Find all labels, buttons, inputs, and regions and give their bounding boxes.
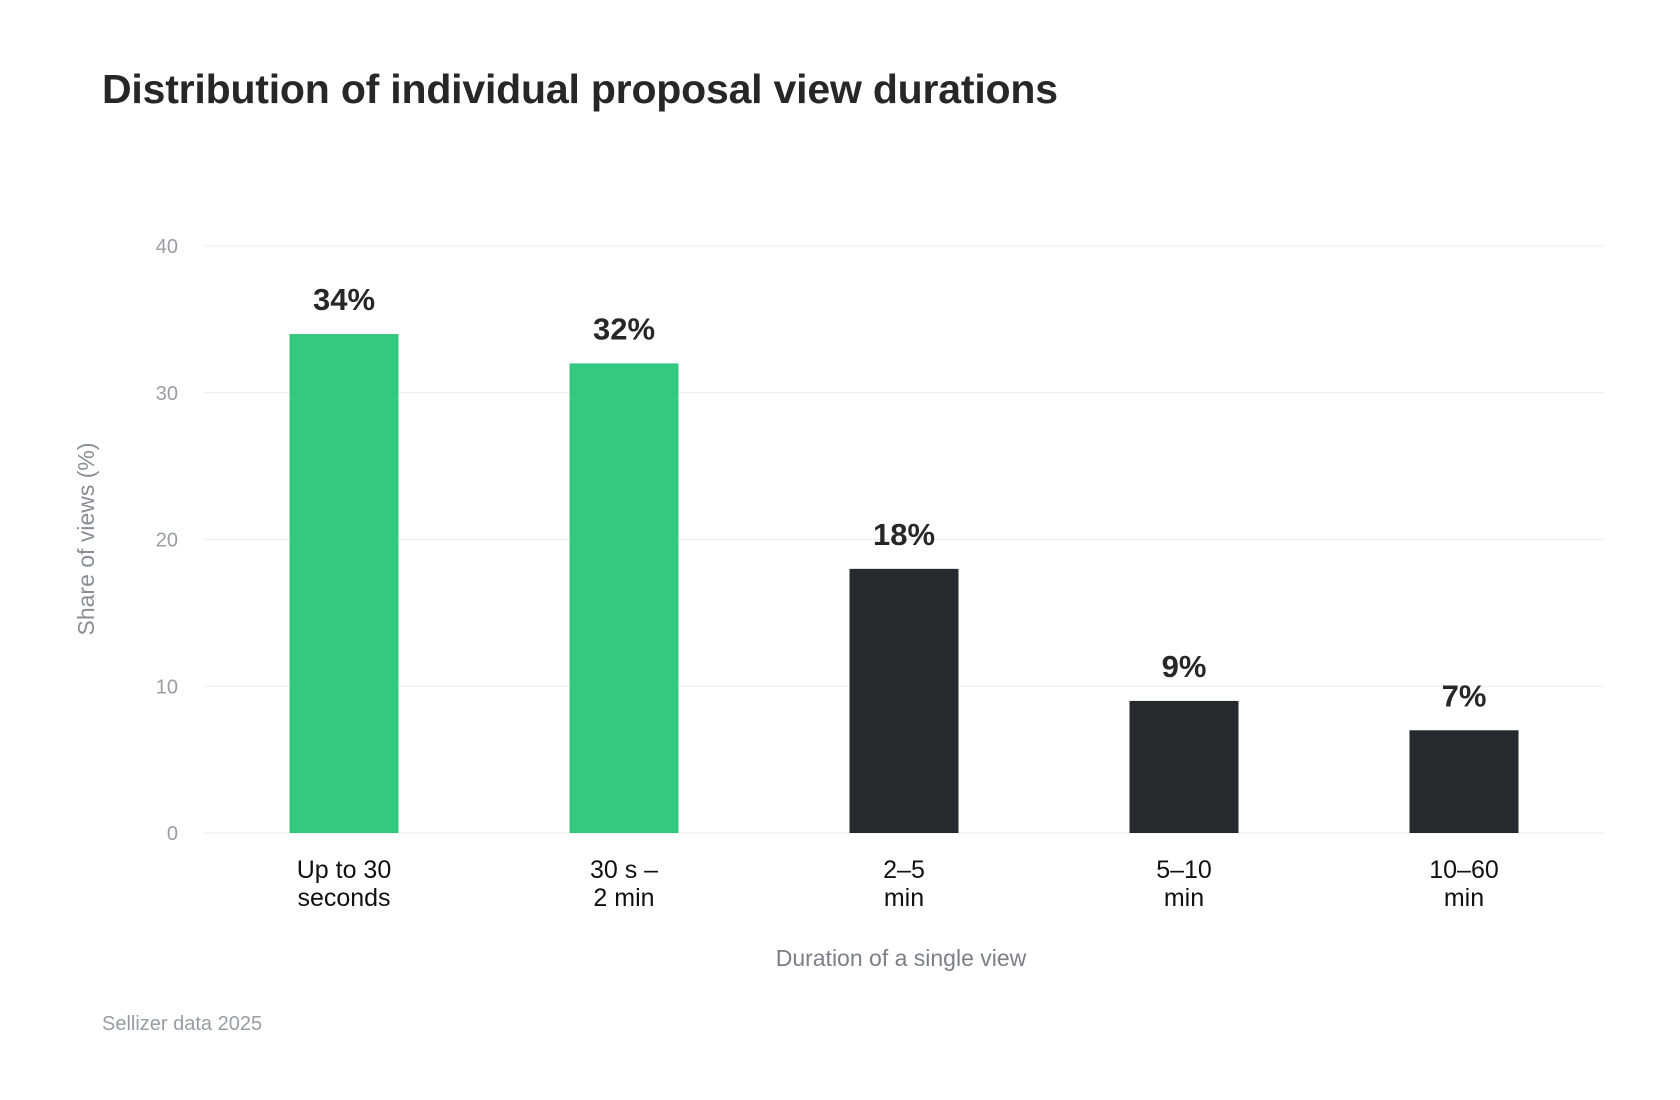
data-label: 34% — [313, 282, 375, 317]
x-tick-label-line: 30 s – — [590, 856, 658, 884]
x-tick-label-line: 5–10 — [1156, 856, 1212, 884]
x-tick-label-line: min — [1164, 884, 1204, 912]
x-tick-label-line: min — [884, 884, 924, 912]
bar — [1409, 730, 1519, 833]
bar — [849, 568, 959, 833]
x-tick-label-line: seconds — [297, 884, 390, 912]
bar — [289, 334, 399, 833]
x-tick-label: Up to 30 seconds — [297, 856, 392, 912]
y-tick-label: 30 — [156, 383, 178, 405]
data-label: 9% — [1162, 649, 1207, 684]
chart-title: Distribution of individual proposal view… — [102, 66, 1058, 112]
y-tick-label: 10 — [156, 676, 178, 698]
data-label: 32% — [593, 311, 655, 346]
data-labels: 34% 32% 18% 9% 7% — [313, 282, 1486, 713]
x-tick-label-line: 2 min — [593, 884, 654, 912]
x-tick-label-line: 10–60 — [1429, 856, 1499, 884]
bars — [289, 334, 1519, 833]
x-tick-label-line: Up to 30 — [297, 856, 392, 884]
x-tick-label: 2–5 min — [883, 856, 925, 912]
x-tick-label-line: 2–5 — [883, 856, 925, 884]
data-label: 18% — [873, 517, 935, 552]
data-label: 7% — [1442, 678, 1487, 713]
source-note: Sellizer data 2025 — [102, 1013, 263, 1035]
y-axis-ticks: 0 10 20 30 40 — [156, 236, 178, 845]
bar — [1129, 700, 1239, 833]
y-tick-label: 20 — [156, 530, 178, 552]
y-tick-label: 40 — [156, 236, 178, 258]
x-tick-label-line: min — [1444, 884, 1484, 912]
y-tick-label: 0 — [167, 823, 178, 845]
bar — [569, 363, 679, 833]
x-tick-label: 10–60 min — [1429, 856, 1499, 912]
y-axis-label: Share of views (%) — [73, 442, 99, 635]
x-axis-label: Duration of a single view — [776, 945, 1027, 971]
x-tick-label: 5–10 min — [1156, 856, 1212, 912]
x-tick-label: 30 s –2 min — [590, 856, 658, 912]
